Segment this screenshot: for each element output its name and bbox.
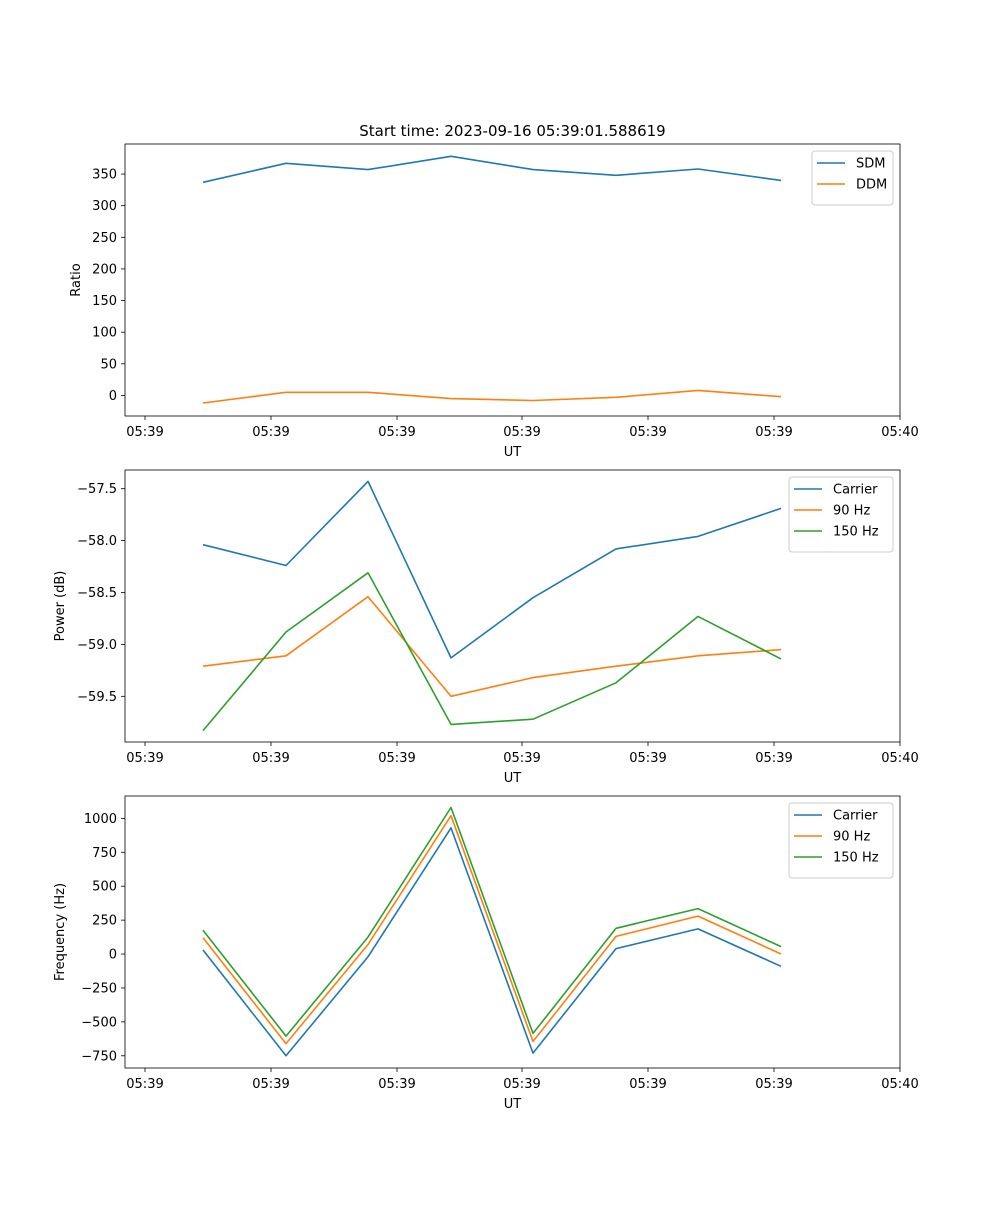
y-tick-label: 250 <box>92 914 117 929</box>
legend-label: 150 Hz <box>833 525 879 540</box>
y-tick-label: −750 <box>81 1049 117 1064</box>
x-tick-label: 05:40 <box>881 425 918 440</box>
legend-label: DDM <box>856 178 887 193</box>
legend: Carrier 90 Hz 150 Hz <box>788 476 894 553</box>
x-tick-label: 05:39 <box>378 751 415 766</box>
y-tick-label: −59.5 <box>77 690 117 705</box>
axes-3: 05:39 05:39 05:39 05:39 05:39 05:39 05:40 −750 −… <box>53 795 919 1112</box>
series-line-carrier <box>202 827 782 1057</box>
legend-frame <box>811 150 894 206</box>
legend-label: 150 Hz <box>833 851 879 866</box>
x-tick-label: 05:39 <box>755 1077 792 1092</box>
legend-label: SDM <box>856 157 885 172</box>
axes-frame <box>124 469 901 743</box>
y-tick-label: 350 <box>92 168 117 183</box>
series-line-carrier <box>202 480 782 659</box>
x-axis-label: UT <box>504 1097 522 1112</box>
x-tick-label: 05:39 <box>126 1077 163 1092</box>
x-tick-label: 05:39 <box>755 751 792 766</box>
y-tick-label: 50 <box>100 357 117 372</box>
y-tick-label: 750 <box>92 846 117 861</box>
legend-label: Carrier <box>833 809 878 824</box>
x-tick-label: 05:39 <box>503 1077 540 1092</box>
axes-1: 05:39 05:39 05:39 05:39 05:39 05:39 05:40 0 50 10… <box>69 122 919 460</box>
legend: Carrier 90 Hz 150 Hz <box>788 802 894 879</box>
y-axis-label: Ratio <box>69 263 84 296</box>
legend-label: 90 Hz <box>833 830 870 845</box>
y-tick-label: 0 <box>109 389 117 404</box>
legend-frame <box>788 802 894 879</box>
y-tick-label: 1000 <box>84 812 117 827</box>
y-tick-label: 200 <box>92 262 117 277</box>
series-line-150-hz <box>202 806 782 1037</box>
x-tick-label: 05:40 <box>881 751 918 766</box>
legend-label: Carrier <box>833 483 878 498</box>
legend-frame <box>788 476 894 553</box>
axes-frame <box>124 143 901 417</box>
y-axis-label: Frequency (Hz) <box>53 883 68 981</box>
x-tick-label: 05:39 <box>378 1077 415 1092</box>
x-tick-label: 05:39 <box>503 425 540 440</box>
y-tick-label: −58.0 <box>77 534 117 549</box>
chart-title: Start time: 2023-09-16 05:39:01.588619 <box>359 122 665 140</box>
x-tick-label: 05:39 <box>126 751 163 766</box>
y-tick-label: 150 <box>92 294 117 309</box>
series-line-90-hz <box>202 595 782 698</box>
y-tick-label: −500 <box>81 1015 117 1030</box>
axes-2: 05:39 05:39 05:39 05:39 05:39 05:39 05:40 −59.5… <box>53 469 919 786</box>
y-tick-label: −57.5 <box>77 482 117 497</box>
y-tick-label: 300 <box>92 199 117 214</box>
x-tick-label: 05:39 <box>378 425 415 440</box>
x-tick-label: 05:39 <box>503 751 540 766</box>
series-line-90-hz <box>202 814 782 1045</box>
x-tick-label: 05:39 <box>755 425 792 440</box>
y-axis-label: Power (dB) <box>53 571 68 642</box>
y-tick-label: 500 <box>92 880 117 895</box>
x-tick-label: 05:40 <box>881 1077 918 1092</box>
x-tick-label: 05:39 <box>629 425 666 440</box>
y-tick-label: 250 <box>92 231 117 246</box>
y-tick-label: −58.5 <box>77 586 117 601</box>
legend: SDM DDM <box>811 150 894 206</box>
y-tick-label: −59.0 <box>77 638 117 653</box>
x-axis-label: UT <box>504 445 522 460</box>
y-tick-label: 100 <box>92 326 117 341</box>
series-line-150-hz <box>202 571 782 732</box>
x-tick-label: 05:39 <box>252 1077 289 1092</box>
axes-frame <box>124 795 901 1069</box>
x-axis-label: UT <box>504 771 522 786</box>
series-line-ddm <box>202 389 782 404</box>
x-tick-label: 05:39 <box>252 425 289 440</box>
y-tick-label: −250 <box>81 981 117 996</box>
series-line-sdm <box>202 155 782 184</box>
y-tick-label: 0 <box>109 948 117 963</box>
x-tick-label: 05:39 <box>252 751 289 766</box>
x-tick-label: 05:39 <box>629 1077 666 1092</box>
x-tick-label: 05:39 <box>126 425 163 440</box>
legend-label: 90 Hz <box>833 504 870 519</box>
x-tick-label: 05:39 <box>629 751 666 766</box>
